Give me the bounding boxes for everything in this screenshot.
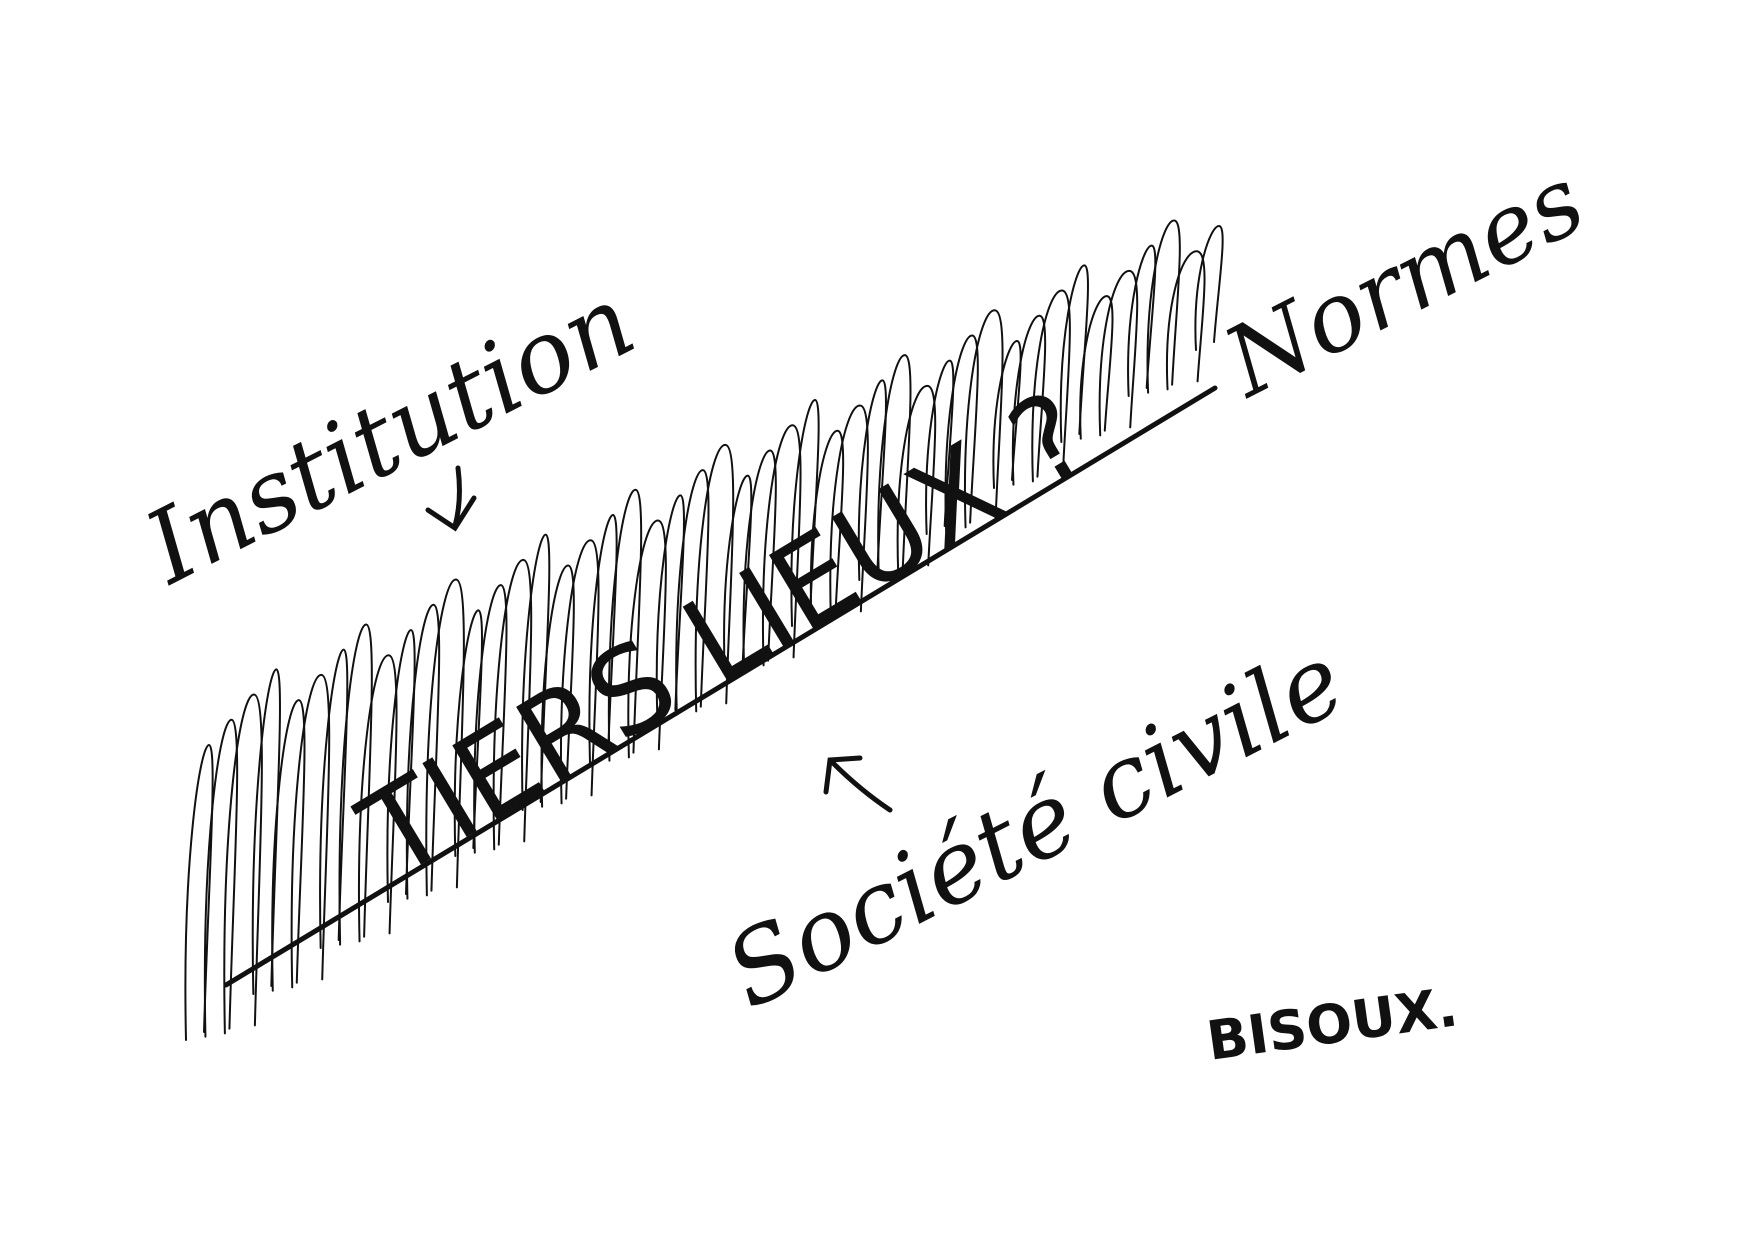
- scribble-loop: [925, 359, 955, 535]
- scribble-loop: [829, 404, 869, 621]
- scribble-loop: [1194, 224, 1224, 351]
- scribble-loop: [203, 718, 239, 1038]
- scribble-loop: [675, 469, 710, 716]
- arrow-up-icon: [823, 755, 893, 813]
- scribble-loop: [857, 379, 887, 581]
- scribble-loop: [694, 443, 735, 713]
- scribble-loop: [453, 609, 483, 857]
- scribble-loop: [877, 354, 912, 578]
- scribble-loop: [251, 668, 281, 995]
- scribble-loop: [290, 673, 331, 989]
- scribble-loop: [1146, 219, 1181, 394]
- scribble-loop: [184, 743, 214, 1041]
- scribble-loop: [1166, 250, 1206, 391]
- scribble-loop: [655, 494, 685, 719]
- scribble-loop: [1011, 314, 1047, 486]
- scribble-loop: [338, 623, 373, 946]
- scribble-loop: [319, 648, 349, 949]
- scribble-loop: [790, 398, 820, 627]
- scribble-loop: [560, 539, 600, 805]
- scribble-loop: [405, 603, 441, 900]
- scribble-loop: [386, 628, 416, 903]
- normes-label: Normes: [1206, 144, 1601, 419]
- scribble-loop: [964, 309, 1004, 529]
- scribble-hatching: [184, 219, 1224, 1041]
- scribble-loop: [723, 474, 753, 673]
- scribble-loop: [1127, 244, 1157, 397]
- signature-label: BISOUX.: [1203, 975, 1461, 1072]
- scribble-loop: [944, 334, 979, 532]
- societe-civile-label: Société civile: [708, 621, 1362, 1032]
- scribble-loop: [425, 578, 465, 897]
- scribble-loop: [627, 519, 667, 759]
- scribble-loop: [223, 693, 263, 1035]
- strike-through-line: [223, 385, 1218, 988]
- scribble-loop: [358, 654, 398, 943]
- scribble-loop: [809, 429, 845, 624]
- scribble-loop: [762, 424, 802, 667]
- scribble-loop: [607, 488, 643, 762]
- scribble-loop: [521, 533, 551, 811]
- scribble-loop: [896, 384, 937, 575]
- scribble-loop: [588, 513, 618, 765]
- scribble-loop: [742, 449, 777, 670]
- scribble-loop: [492, 558, 533, 851]
- scribble-loop: [271, 699, 306, 992]
- scribble-loop: [1079, 295, 1114, 440]
- scribble-loop: [473, 584, 508, 854]
- scribble-loop: [1031, 289, 1071, 483]
- institution-label: Institution: [126, 262, 652, 607]
- scribble-loop: [992, 339, 1022, 489]
- arrow-down-icon: [425, 465, 477, 532]
- scribble-loop: [540, 564, 575, 808]
- scribble-loop: [1098, 269, 1139, 437]
